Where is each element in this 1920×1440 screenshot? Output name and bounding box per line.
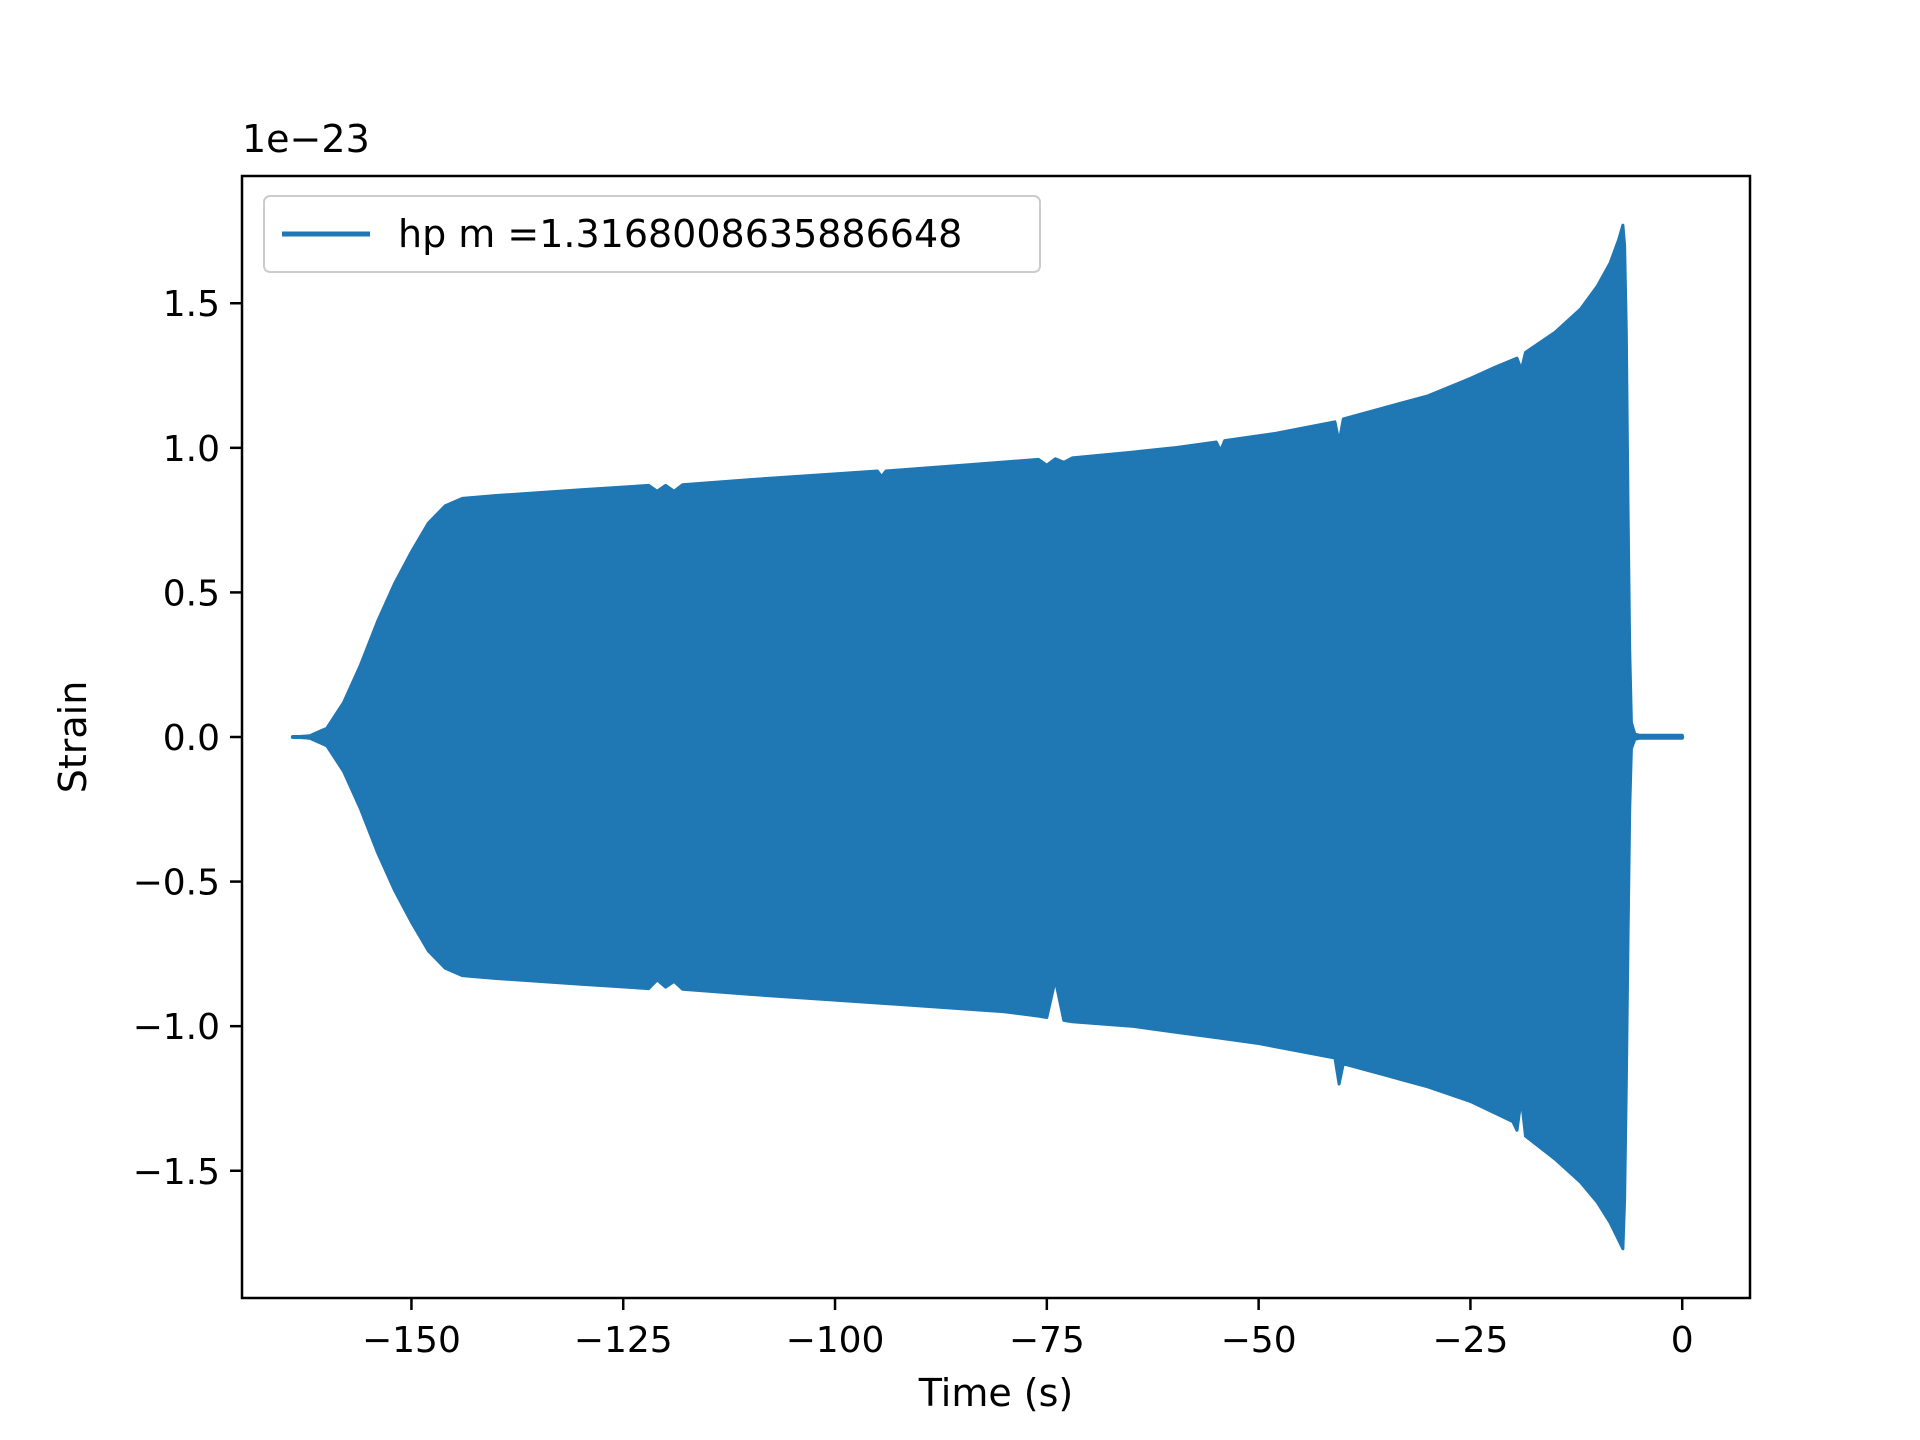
y-tick-label: −1.5 [133, 1152, 220, 1193]
x-tick-label: −25 [1432, 1320, 1508, 1361]
legend: hp m =1.3168008635886648 [263, 195, 1041, 273]
legend-box [263, 195, 1041, 273]
y-tick-label: 1.0 [163, 429, 220, 470]
y-tick-label: 0.5 [163, 573, 220, 614]
x-axis-label: Time (s) [918, 1371, 1074, 1415]
x-tick-label: −100 [786, 1320, 885, 1361]
plot-area [240, 174, 1752, 1300]
y-tick-label: 0.0 [163, 718, 220, 759]
y-offset-label: 1e−23 [242, 117, 370, 161]
x-tick-label: −50 [1221, 1320, 1297, 1361]
x-tick-label: −75 [1009, 1320, 1085, 1361]
y-tick-label: 1.5 [163, 284, 220, 325]
x-tick-label: −125 [574, 1320, 673, 1361]
legend-entry-label: hp m =1.3168008635886648 [398, 212, 962, 256]
y-tick-label: −1.0 [133, 1007, 220, 1048]
x-tick-label: −150 [362, 1320, 461, 1361]
y-tick-label: −0.5 [133, 863, 220, 904]
x-tick-label: 0 [1671, 1320, 1694, 1361]
x-axis-ticks: −150 −125 −100 −75 −50 −25 0 [362, 1298, 1694, 1361]
y-axis-label: Strain [51, 681, 95, 794]
y-axis-ticks: 1.5 1.0 0.5 0.0 −0.5 −1.0 −1.5 [133, 284, 242, 1193]
